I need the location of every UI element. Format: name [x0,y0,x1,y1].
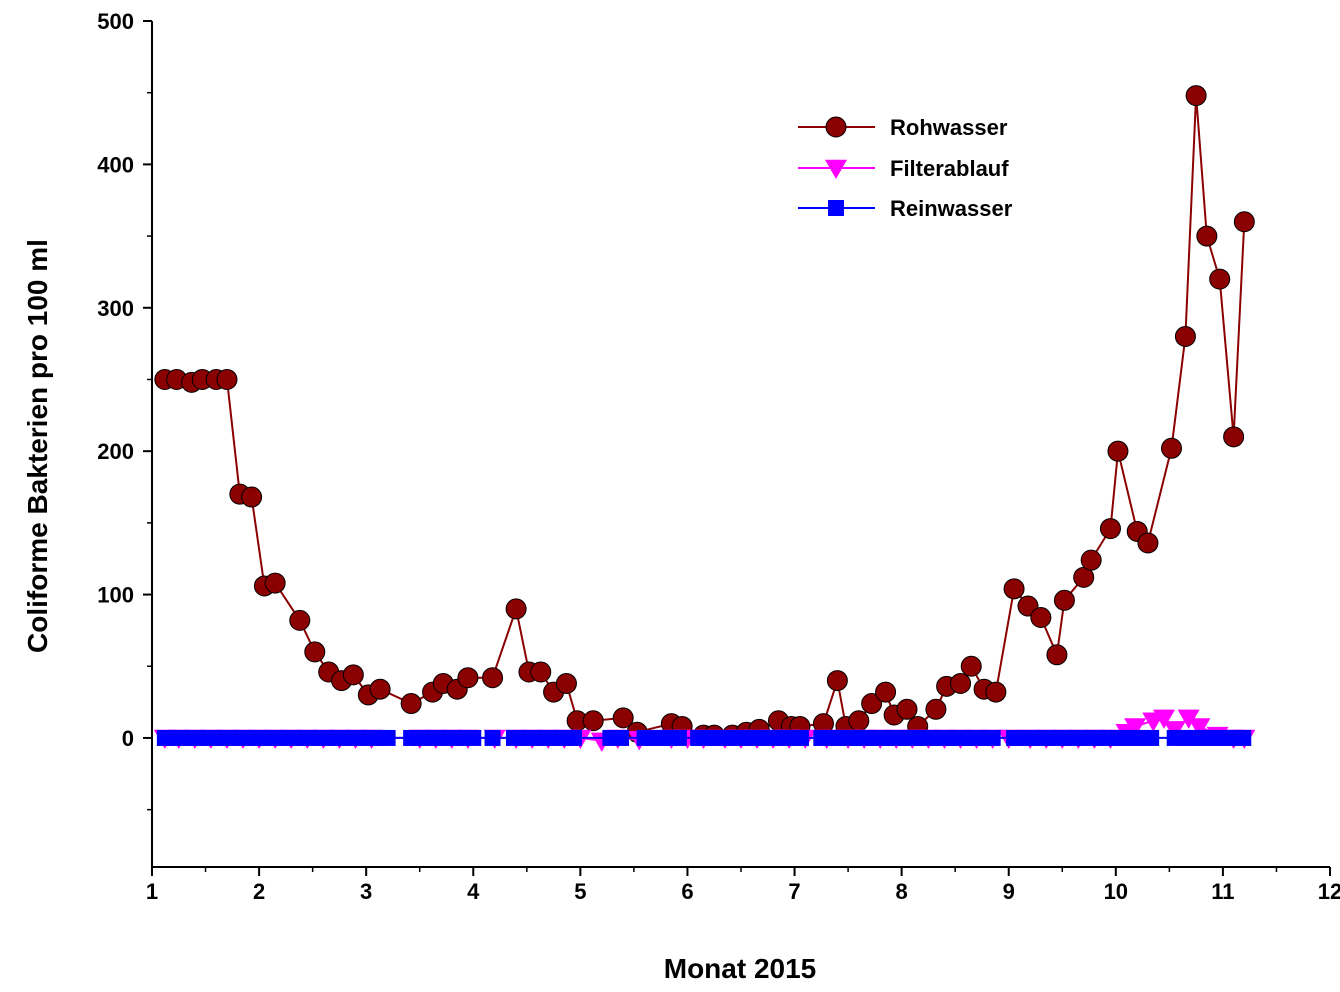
series-reinwasser [156,729,1252,746]
legend-label: Filterablauf [890,156,1009,181]
x-tick-label: 11 [1211,879,1234,904]
data-point [1161,437,1183,459]
series-rohwasser [154,85,1255,746]
data-point [1233,211,1255,233]
y-tick-label: 0 [122,726,134,751]
data-point [400,693,422,715]
y-tick-label: 500 [97,9,134,34]
x-tick-label: 2 [253,879,265,904]
data-point [1003,578,1025,600]
legend-marker [825,159,847,179]
data-point [1107,440,1129,462]
data-point [484,729,501,746]
legend-marker [825,116,847,138]
data-point [1137,532,1159,554]
y-tick-label: 200 [97,439,134,464]
data-point [289,609,311,631]
data-point [826,670,848,692]
data-point [216,368,238,390]
data-point [925,698,947,720]
legend-item: Rohwasser [798,115,1008,140]
data-point [1046,644,1068,666]
data-point [1235,729,1252,746]
legend-item: Filterablauf [798,156,1009,181]
data-point [369,678,391,700]
x-tick-label: 8 [896,879,908,904]
legend-item: Reinwasser [798,196,1013,221]
x-tick-label: 12 [1318,879,1340,904]
legend-marker [828,200,844,216]
x-tick-label: 4 [467,879,480,904]
data-point [861,693,883,715]
legend-label: Reinwasser [890,196,1013,221]
data-point [1185,85,1207,107]
x-tick-label: 5 [574,879,586,904]
data-point [304,641,326,663]
data-point [984,729,1001,746]
data-point [1053,589,1075,611]
x-tick-label: 1 [146,879,158,904]
x-tick-label: 6 [681,879,693,904]
y-tick-label: 400 [97,152,134,177]
data-point [613,729,630,746]
data-point [555,672,577,694]
legend-label: Rohwasser [890,115,1008,140]
data-point [950,672,972,694]
data-point [530,661,552,683]
data-point [875,681,897,703]
data-point [792,729,809,746]
data-point [1223,426,1245,448]
x-tick-label: 10 [1104,879,1128,904]
data-point [1209,268,1231,290]
data-point [612,707,634,729]
x-axis-title: Monat 2015 [664,953,817,984]
data-point [582,710,604,732]
data-point [482,667,504,689]
data-point [241,486,263,508]
data-point [465,729,482,746]
x-tick-label: 3 [360,879,372,904]
data-point [1177,709,1200,729]
y-tick-label: 100 [97,583,134,608]
data-point [1153,709,1176,729]
series-line [164,95,1246,737]
data-point [1080,549,1102,571]
series-layer [153,85,1256,752]
data-point [1099,518,1121,540]
data-point [670,729,687,746]
x-tick-label: 7 [788,879,800,904]
data-point [342,664,364,686]
y-tick-label: 300 [97,296,134,321]
data-point [457,667,479,689]
data-point [896,698,918,720]
data-point [1174,325,1196,347]
data-point [505,598,527,620]
data-point [264,572,286,594]
legend: Rohwasser Filterablauf Reinwasser [798,115,1013,221]
y-axis-title: Coliforme Bakterien pro 100 ml [22,239,53,653]
data-point [1030,607,1052,629]
data-point [1143,729,1160,746]
data-point [985,681,1007,703]
data-point [848,710,870,732]
data-point [565,729,582,746]
data-point [1124,718,1147,738]
data-point [1196,225,1218,247]
data-point [379,729,396,746]
data-point [1188,718,1211,738]
data-point [960,655,982,677]
x-tick-label: 9 [1003,879,1015,904]
